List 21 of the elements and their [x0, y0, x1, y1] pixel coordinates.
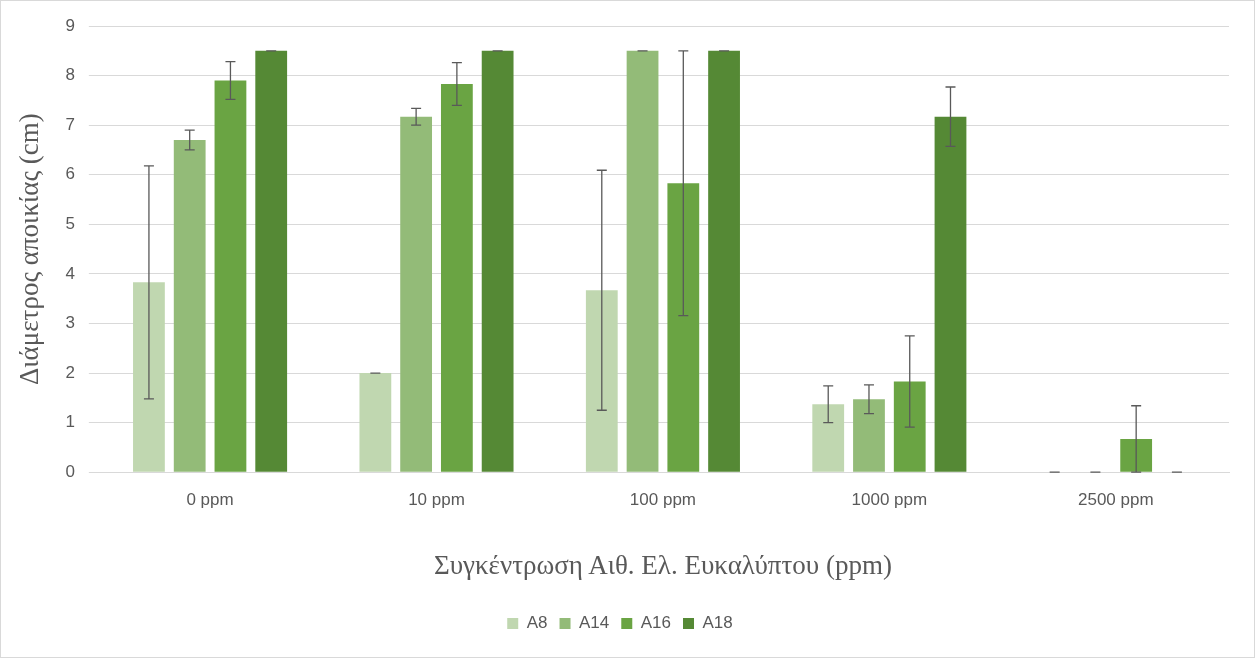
- y-tick-label: 0: [65, 461, 75, 481]
- legend-label: A16: [640, 613, 672, 633]
- y-tick-label: 7: [65, 114, 75, 134]
- legend-label: A18: [702, 613, 733, 633]
- y-tick-label: 9: [65, 15, 75, 35]
- x-tick-label: 1000 ppm: [851, 490, 928, 510]
- y-tick-label: 6: [65, 164, 75, 184]
- y-tick-label: 2: [65, 362, 75, 382]
- legend-label: A8: [526, 613, 548, 633]
- y-tick-label: 1: [65, 412, 75, 432]
- legend-label: A14: [579, 613, 610, 633]
- x-tick-label: 100 ppm: [629, 490, 697, 510]
- x-tick-label: 2500 ppm: [1077, 490, 1154, 510]
- x-tick-label: 0 ppm: [186, 490, 234, 510]
- y-tick-label: 3: [65, 313, 75, 333]
- y-tick-label: 4: [65, 263, 75, 283]
- x-axis-title: Συγκέντρωση Αιθ. Ελ. Ευκαλύπτου (ppm): [433, 549, 892, 580]
- y-tick-label: 8: [65, 65, 75, 85]
- x-tick-label: 10 ppm: [408, 490, 465, 510]
- y-tick-label: 5: [65, 214, 75, 233]
- y-axis-title: Διάμετρος αποικίας (cm): [14, 113, 45, 386]
